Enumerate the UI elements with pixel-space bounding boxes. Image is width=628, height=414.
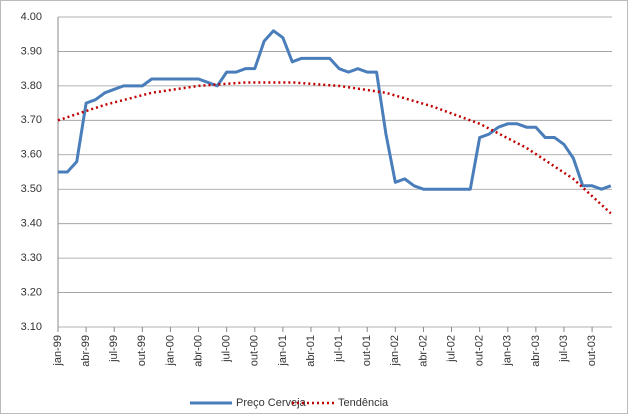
y-tick-label: 3.50 <box>21 183 42 195</box>
x-tick-label: jul-03 <box>558 335 570 363</box>
y-tick-label: 3.70 <box>21 114 42 126</box>
y-tick-label: 4.00 <box>21 11 42 23</box>
x-tick-label: jan-03 <box>502 335 514 367</box>
x-tick-label: out-00 <box>249 335 261 366</box>
x-tick-label: abr-01 <box>305 335 317 367</box>
x-tick-label: jul-99 <box>108 335 120 363</box>
legend-label: Preço Cerveja <box>236 397 307 409</box>
y-tick-label: 3.60 <box>21 149 42 161</box>
y-tick-label: 3.90 <box>21 45 42 57</box>
x-tick-label: abr-03 <box>530 335 542 367</box>
x-tick-label: jul-02 <box>445 335 457 363</box>
x-tick-label: out-03 <box>586 335 598 366</box>
y-tick-label: 3.20 <box>21 286 42 298</box>
x-tick-label: abr-00 <box>192 335 204 367</box>
y-tick-label: 3.40 <box>21 218 42 230</box>
x-tick-label: out-99 <box>136 335 148 366</box>
x-tick-label: abr-02 <box>417 335 429 367</box>
legend-label: Tendência <box>338 397 389 409</box>
x-tick-label: jul-00 <box>221 335 233 363</box>
x-tick-label: jul-01 <box>333 335 345 363</box>
x-tick-label: jan-01 <box>277 335 289 367</box>
x-tick-label: jan-99 <box>52 335 64 367</box>
series-line <box>58 29 612 191</box>
y-tick-label: 3.30 <box>21 252 42 264</box>
x-tick-label: jan-02 <box>389 335 401 367</box>
series-line <box>57 81 612 215</box>
y-tick-label: 3.10 <box>21 321 42 333</box>
x-tick-label: out-02 <box>474 335 486 366</box>
x-tick-label: out-01 <box>361 335 373 366</box>
y-tick-label: 3.80 <box>21 80 42 92</box>
x-tick-label: jan-00 <box>164 335 176 367</box>
x-tick-label: abr-99 <box>80 335 92 367</box>
